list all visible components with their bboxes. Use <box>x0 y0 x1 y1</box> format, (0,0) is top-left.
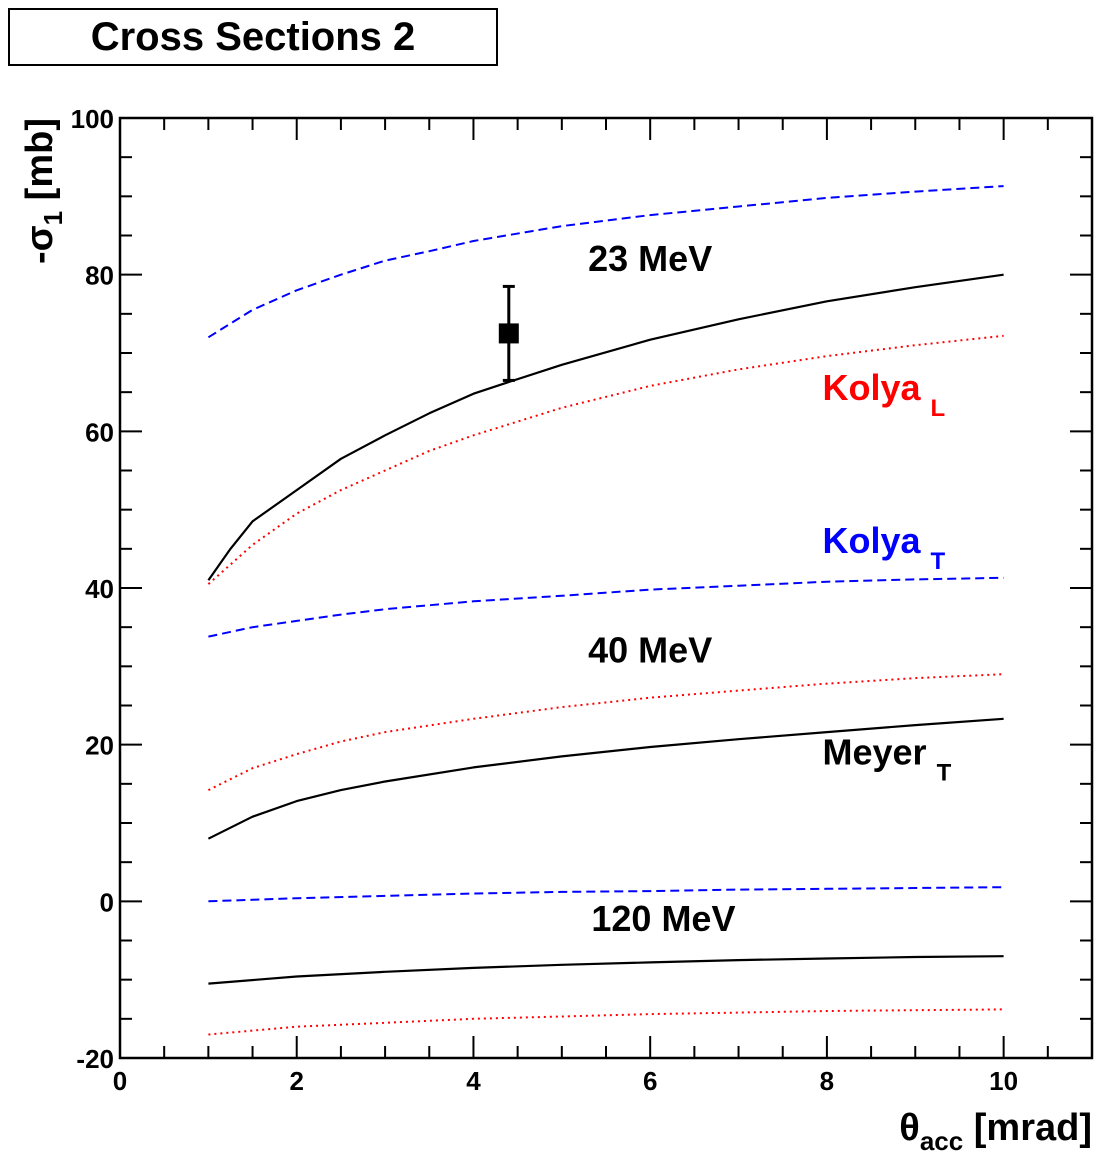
y-tick-label: 60 <box>85 417 114 447</box>
x-tick-label: 4 <box>466 1066 481 1096</box>
series-lines <box>207 185 1004 1036</box>
model-label: Kolya L <box>822 367 945 422</box>
y-tick-label: -20 <box>76 1044 114 1074</box>
x-tick-label: 6 <box>643 1066 657 1096</box>
model-label: Kolya T <box>822 520 945 575</box>
energy-label: 23 MeV <box>588 238 712 279</box>
x-axis-label: θacc [mrad] <box>899 1107 1092 1155</box>
x-tick-label: 10 <box>989 1066 1018 1096</box>
axis-labels: θacc [mrad] -σ1 [mb] <box>19 118 1092 1155</box>
y-tick-label: 0 <box>100 887 114 917</box>
series-line-dashed <box>207 185 1004 339</box>
x-tick-label: 2 <box>289 1066 303 1096</box>
series-line-solid <box>207 273 1004 581</box>
series-line-solid <box>208 955 1004 985</box>
energy-label: 120 MeV <box>591 898 735 939</box>
measured-point <box>498 284 519 382</box>
y-tick-label: 20 <box>85 731 114 761</box>
x-tick-label: 8 <box>820 1066 834 1096</box>
y-axis-label: -σ1 [mb] <box>19 118 68 264</box>
series-line-dotted <box>208 1008 1004 1036</box>
energy-label: 40 MeV <box>588 629 712 670</box>
series-line-solid <box>207 717 1004 840</box>
series-line-dashed <box>208 576 1004 638</box>
y-tick-label: 100 <box>71 104 114 134</box>
axis-ticks <box>119 117 1093 1059</box>
chart-title: Cross Sections 2 <box>8 8 498 66</box>
y-tick-label: 80 <box>85 261 114 291</box>
x-tick-label: 0 <box>113 1066 127 1096</box>
series-line-dotted <box>207 334 1004 585</box>
y-tick-label: 40 <box>85 574 114 604</box>
annotations: 23 MeV 40 MeV 120 MeV Kolya L Kolya T Meyer T <box>588 238 951 939</box>
series-line-dashed <box>208 886 1004 903</box>
data-point-marker <box>498 323 519 344</box>
model-label: Meyer T <box>822 731 951 786</box>
